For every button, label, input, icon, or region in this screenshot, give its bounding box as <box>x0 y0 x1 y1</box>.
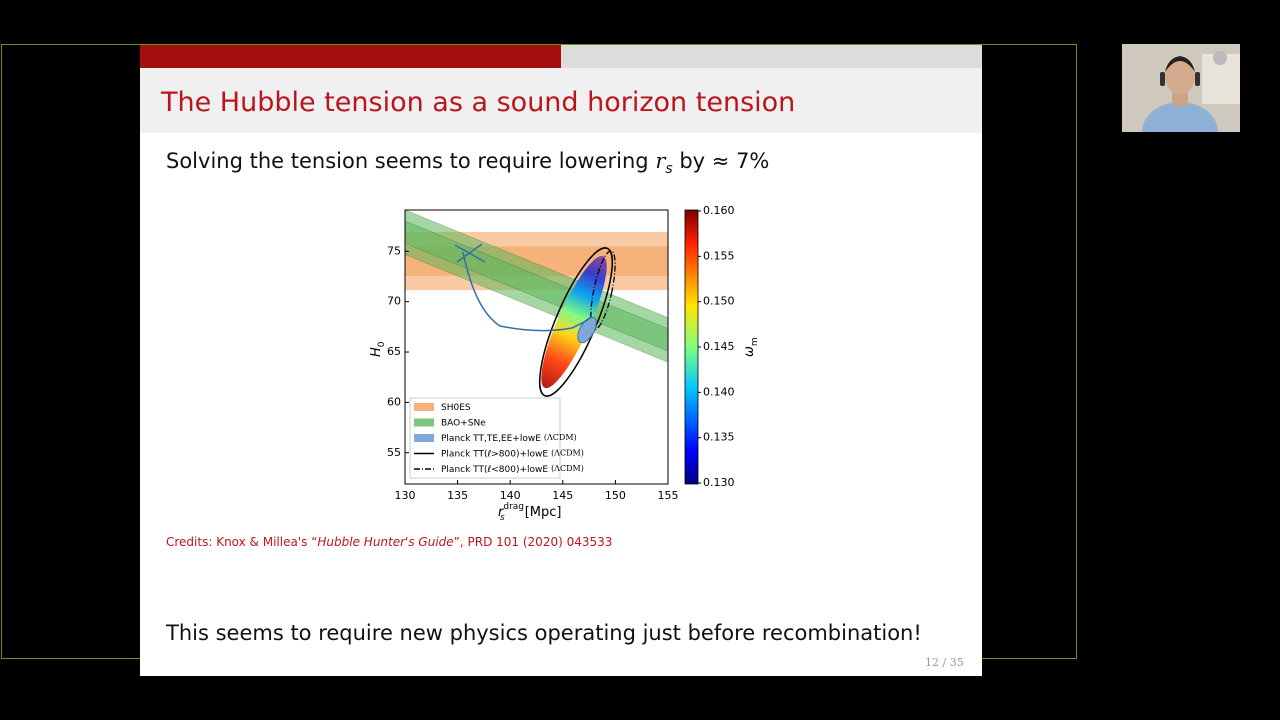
legend-swatch <box>414 434 434 442</box>
subscript: 0 <box>377 341 387 347</box>
label: Planck TT,TE,EE+lowE <box>441 434 541 444</box>
superscript: drag <box>503 502 524 512</box>
plot-area <box>405 210 668 363</box>
progress-track <box>561 45 982 68</box>
y-axis-label: H0 <box>369 341 387 357</box>
legend-label: Planck TT(ℓ>800)+lowE (ΛCDM) <box>441 449 584 460</box>
x-axis-label: rdrag s [Mpc] <box>498 502 561 523</box>
symbol: r <box>655 149 666 173</box>
italic-text: Hubble Hunter's Guide <box>317 535 454 549</box>
slide: The Hubble tension as a sound horizon te… <box>140 45 982 676</box>
colorbar-tick-label: 0.160 <box>703 204 735 217</box>
colorbar-tick-label: 0.135 <box>703 431 735 444</box>
colorbar-tick-label: 0.130 <box>703 476 735 489</box>
legend-label: BAO+SNe <box>441 418 486 428</box>
posterior-contours <box>454 243 616 397</box>
symbol: r <box>498 505 505 520</box>
colorbar-label: ωm <box>742 337 760 357</box>
colorbar <box>684 209 699 485</box>
x-tick-label: 150 <box>605 489 626 502</box>
subscript: s <box>500 513 505 523</box>
page-number: 12 / 35 <box>925 656 964 669</box>
slide-title: The Hubble tension as a sound horizon te… <box>161 87 796 118</box>
webcam-thumbnail <box>1122 44 1240 132</box>
y-tick-label: 60 <box>387 395 401 408</box>
colorbar-tick-label: 0.140 <box>703 385 735 398</box>
credits: Credits: Knox & Millea's “Hubble Hunter'… <box>166 535 612 549</box>
symbol: ω <box>742 346 757 357</box>
colorbar-tick-label: 0.150 <box>703 295 735 308</box>
y-tick-label: 65 <box>387 345 401 358</box>
x-tick-label: 140 <box>500 489 521 502</box>
note: (ΛCDM) <box>544 433 577 442</box>
text: Credits: Knox & Millea's “ <box>166 535 318 549</box>
x-tick-label: 135 <box>447 489 468 502</box>
x-tick-label: 130 <box>395 489 416 502</box>
y-tick-label: 75 <box>387 244 401 257</box>
legend-label: Planck TT(ℓ<800)+lowE (ΛCDM) <box>441 464 584 475</box>
y-tick-label: 55 <box>387 446 401 459</box>
unit: [Mpc] <box>525 505 562 520</box>
colorbar-tick-label: 0.155 <box>703 249 735 262</box>
title-band <box>140 68 982 133</box>
colorbar-tick-label: 0.145 <box>703 340 735 353</box>
text: by ≈ 7% <box>672 149 770 173</box>
text: ”, PRD 101 (2020) 043533 <box>453 535 613 549</box>
x-tick-label: 155 <box>658 489 679 502</box>
note: (ΛCDM) <box>551 449 584 458</box>
progress-bar <box>140 45 561 68</box>
label: Planck TT(ℓ<800)+lowE <box>441 465 548 475</box>
slide-subtitle: Solving the tension seems to require low… <box>166 149 769 177</box>
label: Planck TT(ℓ>800)+lowE <box>441 449 548 459</box>
plot-frame <box>404 209 669 485</box>
conclusion: This seems to require new physics operat… <box>166 621 922 645</box>
note: (ΛCDM) <box>551 464 584 473</box>
label: BAO+SNe <box>441 418 486 428</box>
subscript: m <box>750 337 760 346</box>
legend-swatch <box>414 403 434 411</box>
legend-swatch <box>414 418 434 427</box>
symbol: H <box>369 347 384 357</box>
legend-label: Planck TT,TE,EE+lowE (ΛCDM) <box>441 433 577 444</box>
legend-label: SH0ES <box>441 403 471 413</box>
legend-box <box>409 397 561 479</box>
x-tick-label: 145 <box>552 489 573 502</box>
y-tick-label: 70 <box>387 295 401 308</box>
subscript: s <box>665 161 673 178</box>
label: SH0ES <box>441 403 471 413</box>
text: Solving the tension seems to require low… <box>166 149 656 173</box>
